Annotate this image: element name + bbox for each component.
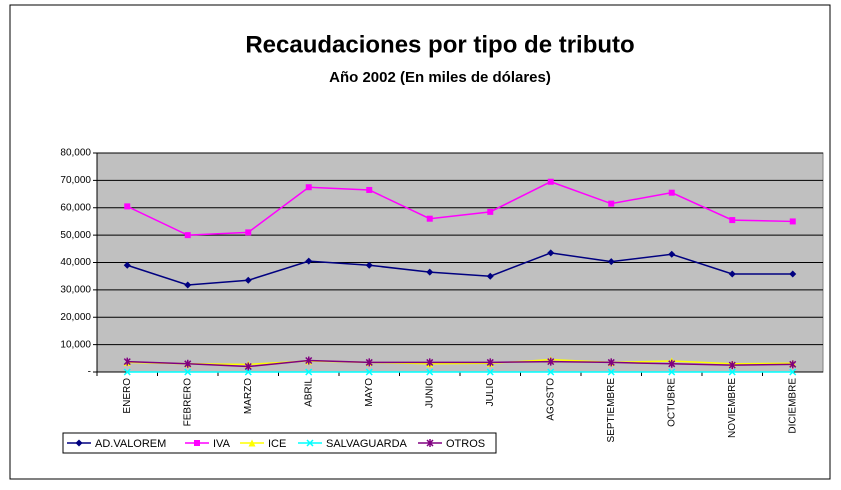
legend: AD.VALOREM IVA ICE SALVAGUARDA OTROS [62, 432, 497, 454]
point [305, 356, 313, 365]
point [426, 215, 433, 222]
point [123, 368, 131, 376]
chart-title: Recaudaciones por tipo de tributo [245, 31, 634, 58]
y-tick-label: 60,000 [60, 202, 91, 213]
point [123, 357, 131, 366]
point [365, 358, 373, 367]
point [244, 368, 252, 376]
point [365, 368, 373, 376]
x-tick-label: FEBRERO [182, 378, 193, 427]
point [486, 358, 494, 367]
point [244, 362, 252, 371]
x-tick-label: JULIO [485, 378, 496, 407]
point [486, 272, 494, 280]
point [306, 439, 314, 447]
point [668, 359, 676, 368]
point [668, 368, 676, 376]
point [729, 217, 736, 224]
point [184, 359, 192, 368]
point [244, 276, 252, 284]
legend-label: ICE [268, 438, 286, 450]
point [608, 200, 615, 207]
series-line [127, 252, 793, 286]
point [75, 439, 83, 447]
legend-label: OTROS [446, 438, 485, 450]
point [607, 258, 615, 266]
point [248, 439, 256, 447]
point [487, 208, 494, 215]
point [789, 360, 797, 369]
point [728, 368, 736, 376]
point [184, 368, 192, 376]
point [184, 281, 192, 289]
point [607, 358, 615, 367]
point [426, 368, 434, 376]
y-tick-label: 70,000 [60, 175, 91, 186]
point [426, 268, 434, 276]
series-line [126, 180, 793, 236]
y-tick-label: 20,000 [60, 312, 91, 323]
x-tick-label: MAYO [364, 378, 375, 407]
point [668, 250, 676, 258]
x-tick-label: AGOSTO [545, 378, 556, 421]
point [668, 189, 675, 196]
chart-subtitle: Año 2002 (En miles de dólares) [329, 69, 551, 86]
point [426, 358, 434, 367]
point [426, 439, 434, 447]
point [184, 232, 191, 239]
x-tick-label: NOVIEMBRE [727, 378, 738, 438]
point [305, 257, 313, 265]
point [789, 270, 797, 278]
legend-label: SALVAGUARDA [326, 438, 408, 450]
x-tick-label: OCTUBRE [666, 378, 677, 427]
y-tick-label: 80,000 [60, 148, 91, 159]
y-tick-label: 40,000 [60, 257, 91, 268]
series-line [127, 359, 793, 368]
point [486, 368, 494, 376]
x-tick-label: ABRIL [303, 378, 314, 407]
point [789, 218, 796, 225]
legend-label: AD.VALOREM [95, 438, 166, 450]
y-tick-label: 10,000 [60, 339, 91, 350]
point [123, 261, 131, 269]
point [365, 261, 373, 269]
point [124, 203, 131, 210]
x-tick-label: ENERO [122, 378, 133, 414]
point [547, 368, 555, 376]
x-tick-label: MARZO [243, 378, 254, 414]
point [789, 368, 797, 376]
point [366, 186, 373, 193]
x-tick-label: SEPTIEMBRE [606, 378, 617, 443]
series-line [127, 358, 793, 366]
point [607, 368, 615, 376]
x-tick-label: DICIEMBRE [787, 378, 798, 434]
x-tick-label: JUNIO [424, 378, 435, 408]
point [547, 178, 554, 185]
y-tick-label: 50,000 [60, 230, 91, 241]
point [728, 361, 736, 370]
point [194, 440, 200, 446]
y-tick-label: - [88, 367, 91, 378]
point [245, 229, 252, 236]
point [305, 184, 312, 191]
legend-label: IVA [213, 438, 231, 450]
point [305, 368, 313, 376]
point [728, 270, 736, 278]
legend-box [62, 432, 497, 454]
point [547, 357, 555, 366]
y-tick-label: 30,000 [60, 285, 91, 296]
point [547, 249, 555, 257]
